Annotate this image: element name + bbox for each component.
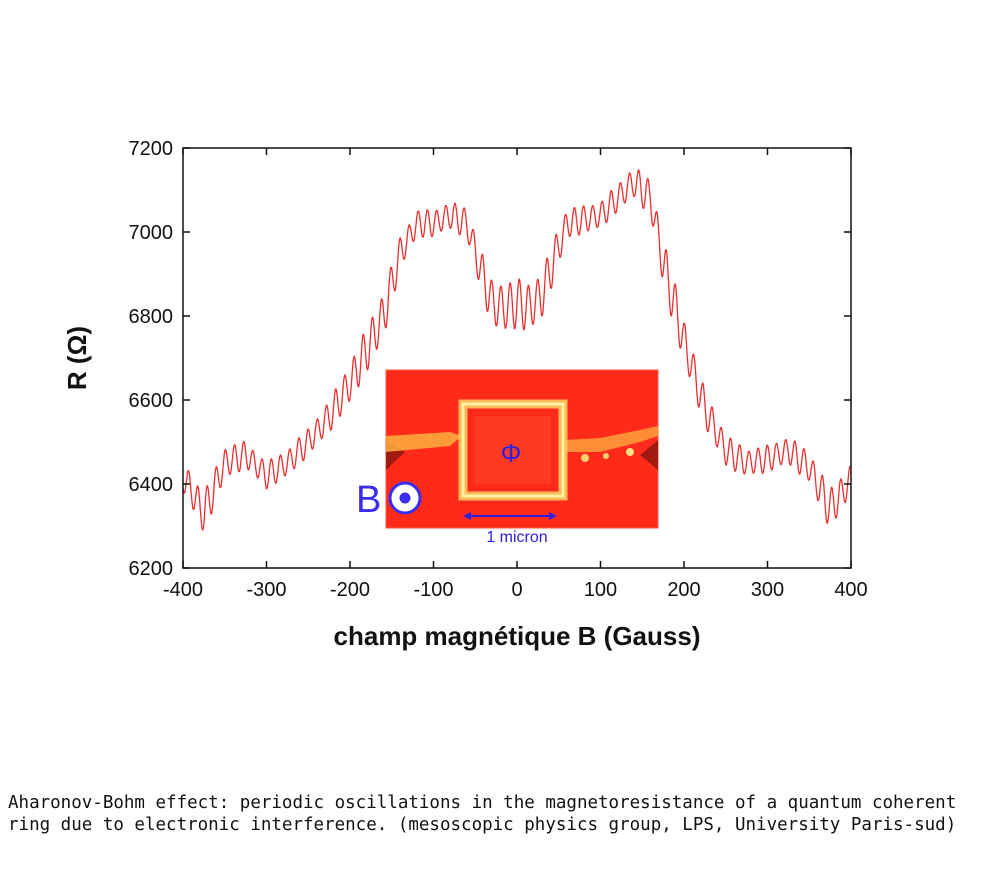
lead-dot bbox=[626, 448, 634, 456]
inset-shadow-right bbox=[640, 440, 658, 470]
y-axis-title: R (Ω) bbox=[62, 326, 92, 390]
x-tick-label: -400 bbox=[163, 579, 203, 601]
x-tick-label: -200 bbox=[330, 579, 370, 601]
x-tick-label: 0 bbox=[511, 579, 522, 601]
y-tick-label: 6200 bbox=[129, 558, 174, 580]
y-tick-label: 7000 bbox=[129, 222, 174, 244]
left-lead bbox=[386, 432, 462, 452]
x-tick-label: 100 bbox=[584, 579, 617, 601]
scale-bar-arrow-right bbox=[549, 512, 557, 520]
y-axis: 6200 6400 6600 6800 7000 7200 bbox=[129, 138, 851, 580]
scale-bar-arrow-left bbox=[463, 512, 471, 520]
y-tick-label: 7200 bbox=[129, 138, 174, 160]
x-axis: -400 -300 -200 -100 0 100 200 300 400 bbox=[163, 148, 868, 601]
scale-bar-label: 1 micron bbox=[486, 529, 547, 546]
x-tick-label: 300 bbox=[751, 579, 784, 601]
flux-symbol: Φ bbox=[501, 438, 522, 468]
x-axis-title: champ magnétique B (Gauss) bbox=[334, 621, 701, 651]
lead-dot bbox=[603, 453, 609, 459]
right-lead bbox=[565, 426, 658, 452]
x-tick-label: -300 bbox=[246, 579, 286, 601]
resistance-trace bbox=[183, 169, 851, 531]
ring-loop-highlight bbox=[461, 402, 565, 498]
y-tick-label: 6400 bbox=[129, 474, 174, 496]
lead-dot bbox=[581, 454, 589, 462]
figure-caption: Aharonov-Bohm effect: periodic oscillati… bbox=[8, 793, 957, 835]
y-tick-label: 6600 bbox=[129, 390, 174, 412]
ring-micrograph-inset: Φ bbox=[385, 369, 659, 529]
magnetoresistance-chart: Φ 1 micron B 6200 6400 6600 6800 7000 7200 -4… bbox=[62, 138, 868, 651]
field-dot-icon bbox=[399, 492, 411, 504]
x-tick-label: -100 bbox=[413, 579, 453, 601]
x-tick-label: 400 bbox=[834, 579, 867, 601]
ring-interior bbox=[475, 416, 551, 484]
y-tick-label: 6800 bbox=[129, 306, 174, 328]
x-tick-label: 200 bbox=[667, 579, 700, 601]
field-label: B bbox=[356, 479, 381, 521]
